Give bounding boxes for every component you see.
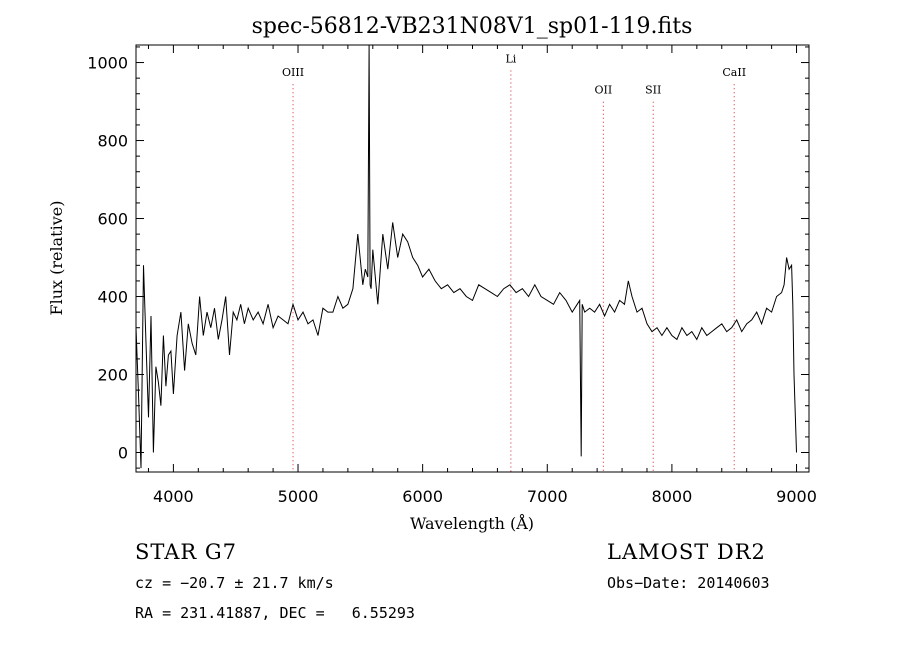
- x-tick-label: 7000: [527, 487, 568, 506]
- line-label-li: Li: [505, 53, 516, 66]
- annotation-lines: OIII Li OII SII CaII: [282, 53, 746, 472]
- obs-date-label: Obs−Date: 20140603: [607, 574, 770, 592]
- tick-labels: 4000 5000 6000 7000 8000 9000 0 200 400 600 800 100…: [87, 54, 817, 506]
- chart-title: spec-56812-VB231N08V1_sp01-119.fits: [252, 14, 693, 39]
- y-tick-label: 200: [97, 366, 128, 385]
- survey-label: LAMOST DR2: [607, 540, 766, 564]
- x-tick-label: 4000: [153, 487, 194, 506]
- axis-ticks: [136, 45, 809, 472]
- coordinates-label: RA = 231.41887, DEC = 6.55293: [135, 604, 415, 622]
- x-tick-label: 6000: [402, 487, 443, 506]
- y-axis-label: Flux (relative): [47, 201, 66, 316]
- x-axis-label: Wavelength (Å): [410, 513, 534, 533]
- y-tick-label: 0: [118, 444, 128, 463]
- plot-frame: [135, 44, 810, 473]
- redshift-label: cz = −20.7 ± 21.7 km/s: [135, 574, 334, 592]
- spectrum-line-0: [135, 44, 797, 469]
- line-label-sii: SII: [645, 84, 661, 97]
- spectrum-chart: spec-56812-VB231N08V1_sp01-119.fits OIII…: [47, 14, 817, 533]
- line-label-oii: OII: [595, 84, 613, 97]
- y-tick-label: 400: [97, 288, 128, 307]
- line-label-caii: CaII: [722, 66, 746, 79]
- x-tick-label: 5000: [278, 487, 319, 506]
- object-class-label: STAR G7: [135, 540, 238, 564]
- y-tick-label: 800: [97, 132, 128, 151]
- x-tick-label: 8000: [652, 487, 693, 506]
- data-layer: [135, 44, 797, 469]
- line-label-oiii: OIII: [282, 66, 304, 79]
- x-tick-label: 9000: [776, 487, 817, 506]
- y-tick-label: 1000: [87, 54, 128, 73]
- y-tick-label: 600: [97, 210, 128, 229]
